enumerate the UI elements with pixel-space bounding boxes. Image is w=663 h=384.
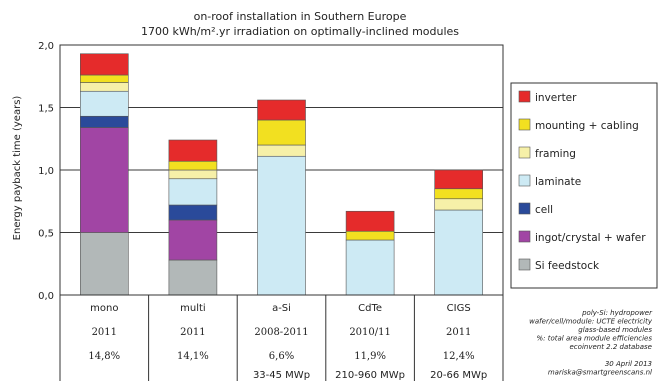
legend-swatch — [518, 146, 531, 159]
bar-segment-mono-ingot-crystal-wafer — [80, 127, 129, 233]
bar-segment-mono-cell — [80, 115, 129, 128]
legend-label: framing — [535, 148, 576, 160]
y-tick-label: 2,0 — [38, 41, 54, 52]
bar-segment-mono-si-feedstock — [80, 232, 129, 296]
bar-segment-a-si-mounting-cabling — [257, 119, 306, 146]
y-tick-label: 1,5 — [38, 104, 54, 115]
y-axis-label: Energy payback time (years) — [12, 96, 23, 241]
category-efficiency: 14,8% — [88, 351, 120, 362]
footnote-line: poly-Si: hydropower — [581, 309, 653, 317]
category-label: CIGS — [447, 303, 471, 314]
category-year: 2011 — [446, 327, 471, 338]
chart-title: on-roof installation in Southern Europe — [194, 10, 407, 23]
bar-segment-multi-mounting-cabling — [168, 160, 218, 171]
legend-swatch — [518, 118, 531, 131]
category-efficiency: 14,1% — [177, 351, 209, 362]
category-capacity: 20-66 MWp — [430, 370, 487, 381]
plot-border — [59, 44, 504, 296]
footnote-line: wafer/cell/module: UCTE electricity — [529, 318, 653, 326]
footnote-line: glass-based modules — [578, 326, 652, 334]
bar-segment-mono-framing — [80, 82, 129, 92]
bar-segment-cigs-laminate — [434, 209, 484, 296]
legend-box — [510, 82, 658, 289]
bar-segment-cigs-inverter — [434, 169, 484, 190]
footnote-line: %: total area module efficiencies — [537, 335, 653, 343]
legend-swatch — [518, 90, 531, 103]
bar-segment-cdte-mounting-cabling — [345, 230, 395, 241]
bar-segment-cigs-mounting-cabling — [434, 188, 484, 200]
legend-swatch — [518, 202, 531, 215]
category-label: a-Si — [272, 303, 291, 314]
bar-segment-cigs-framing — [434, 198, 484, 211]
category-efficiency: 6,6% — [269, 351, 294, 362]
bar-segment-a-si-laminate — [257, 155, 306, 296]
bar-segment-multi-laminate — [168, 178, 218, 206]
category-year: 2011 — [92, 327, 117, 338]
bars — [80, 53, 484, 296]
y-axis-ticks: 0,0 0,5 1,0 1,5 2,0 — [38, 41, 54, 302]
legend-label: cell — [535, 204, 553, 216]
category-label: mono — [90, 303, 118, 314]
y-tick-label: 0,5 — [38, 229, 54, 240]
plot-frame — [59, 44, 504, 296]
bar-segment-multi-cell — [168, 204, 218, 221]
category-capacity: 33-45 MWp — [253, 370, 310, 381]
bar-segment-mono-laminate — [80, 90, 129, 117]
legend-swatch — [518, 258, 531, 271]
bar-segment-cdte-laminate — [345, 239, 395, 296]
bar-segment-a-si-framing — [257, 144, 306, 157]
legend-swatch — [518, 174, 531, 187]
bar-segment-mono-mounting-cabling — [80, 74, 129, 83]
legend-label: mounting + cabling — [535, 120, 639, 132]
category-year: 2010/11 — [349, 327, 391, 338]
legend-label: ingot/crystal + wafer — [535, 232, 646, 244]
category-efficiency: 12,4% — [443, 351, 475, 362]
bar-segment-multi-framing — [168, 169, 218, 180]
bar-segment-multi-ingot-crystal-wafer — [168, 219, 218, 261]
bar-segment-cdte-inverter — [345, 210, 395, 232]
legend: inverter mounting + cabling framing laminat… — [510, 82, 658, 289]
bar-segment-a-si-inverter — [257, 99, 306, 121]
category-year: 2008-2011 — [254, 327, 308, 338]
y-tick-label: 1,0 — [38, 166, 54, 177]
legend-label: laminate — [535, 176, 581, 188]
category-capacity: 210-960 MWp — [335, 370, 405, 381]
category-table: mono 2011 14,8% multi 2011 14,1% a-Si 2008-2011… — [59, 295, 504, 381]
category-label: CdTe — [358, 303, 382, 314]
bar-segment-multi-si-feedstock — [168, 259, 218, 296]
category-label: multi — [180, 303, 206, 314]
bar-segment-mono-inverter — [80, 53, 129, 76]
legend-label: Si feedstock — [535, 260, 600, 272]
footnote-line: mariska@smartgreenscans.nl — [548, 369, 652, 377]
category-efficiency: 11,9% — [354, 351, 386, 362]
legend-label: inverter — [535, 92, 577, 104]
legend-swatch — [518, 230, 531, 243]
footnote-line: 30 April 2013 — [605, 360, 652, 368]
bar-segment-multi-inverter — [168, 139, 218, 162]
chart-subtitle: 1700 kWh/m².yr irradiation on optimally-… — [141, 25, 459, 38]
footnote-line: ecoinvent 2.2 database — [570, 343, 653, 351]
y-tick-label: 0,0 — [38, 291, 54, 302]
category-year: 2011 — [180, 327, 205, 338]
